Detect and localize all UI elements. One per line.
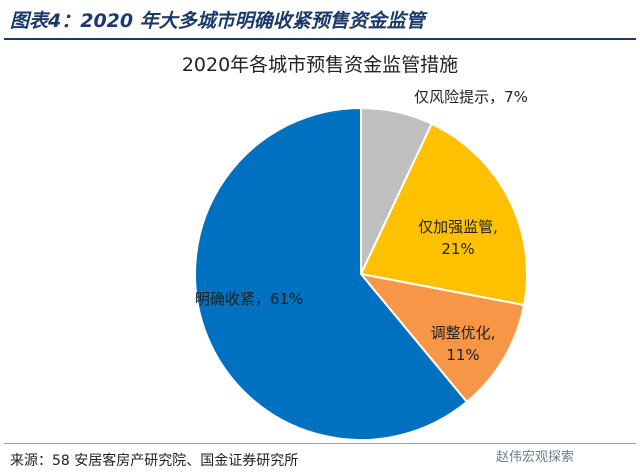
slice-label-2: 仅加强监管, 21% [418, 218, 498, 258]
chart-title: 2020年各城市预售资金监管措施 [181, 54, 459, 76]
pie-slice-2 [359, 122, 528, 307]
slice-label-3: 调整优化, 11% [431, 324, 496, 364]
figure-title: 图表4：2020 年大多城市明确收紧预售资金监管 [10, 10, 425, 32]
slice-label-1: 仅风险提示，7% [414, 88, 528, 106]
source-note: 来源：58 安居客房产研究院、国金证券研究所 [10, 453, 299, 469]
pie-slice-4 [194, 106, 469, 441]
title-divider [4, 38, 636, 40]
footer-divider [4, 443, 636, 444]
pie-slice-3 [358, 272, 526, 404]
slice-label-4: 明确收紧，61% [195, 290, 303, 308]
watermark-label: 赵伟宏观探索 [496, 450, 575, 465]
label-backdrop [411, 86, 531, 108]
